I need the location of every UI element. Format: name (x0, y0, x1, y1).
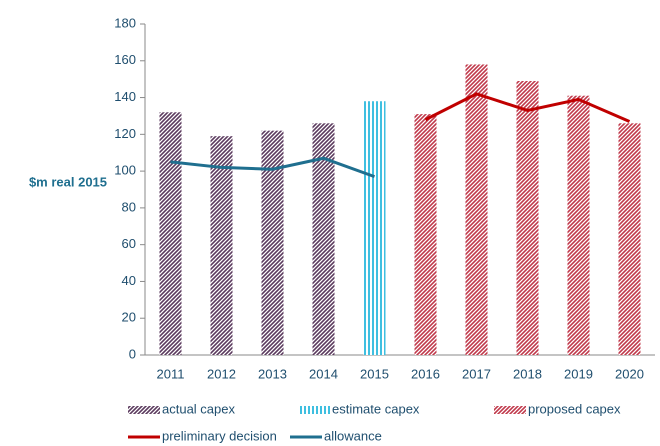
x-tick-label: 2019 (564, 366, 593, 381)
y-tick-label: 120 (114, 126, 136, 141)
legend-swatch (128, 406, 160, 414)
y-tick-label: 80 (122, 199, 136, 214)
y-tick-label: 140 (114, 89, 136, 104)
x-tick-label: 2018 (513, 366, 542, 381)
bar (159, 112, 182, 356)
bar (312, 123, 335, 355)
x-tick-label: 2013 (258, 366, 287, 381)
bar (618, 123, 641, 355)
bar (567, 95, 590, 355)
line (170, 156, 376, 179)
y-tick-label: 20 (122, 310, 136, 325)
y-tick-label: 60 (122, 236, 136, 251)
x-tick-label: 2011 (157, 366, 185, 381)
legend-label: estimate capex (332, 401, 420, 416)
x-tick-label: 2012 (207, 366, 236, 381)
bar (363, 101, 386, 355)
bar (210, 136, 233, 355)
y-tick-label: 0 (129, 346, 136, 361)
y-tick-label: 100 (114, 163, 136, 178)
bar (465, 64, 488, 355)
y-axis-label: $m real 2015 (29, 174, 107, 189)
bar (414, 114, 437, 355)
x-tick-label: 2020 (615, 366, 644, 381)
bar (516, 81, 539, 355)
x-tick-label: 2015 (360, 366, 389, 381)
y-tick-label: 40 (122, 273, 136, 288)
y-tick-label: 180 (114, 15, 136, 30)
bar (261, 130, 284, 355)
legend-label: proposed capex (528, 401, 621, 416)
x-tick-label: 2014 (309, 366, 338, 381)
legend-label: allowance (324, 428, 382, 443)
legend-label: actual capex (162, 401, 235, 416)
line (424, 92, 631, 123)
legend-label: preliminary decision (162, 428, 277, 443)
legend-swatch (494, 406, 526, 414)
y-tick-label: 160 (114, 52, 136, 67)
x-tick-label: 2016 (411, 366, 440, 381)
legend-swatch (298, 406, 330, 414)
x-tick-label: 2017 (462, 366, 491, 381)
